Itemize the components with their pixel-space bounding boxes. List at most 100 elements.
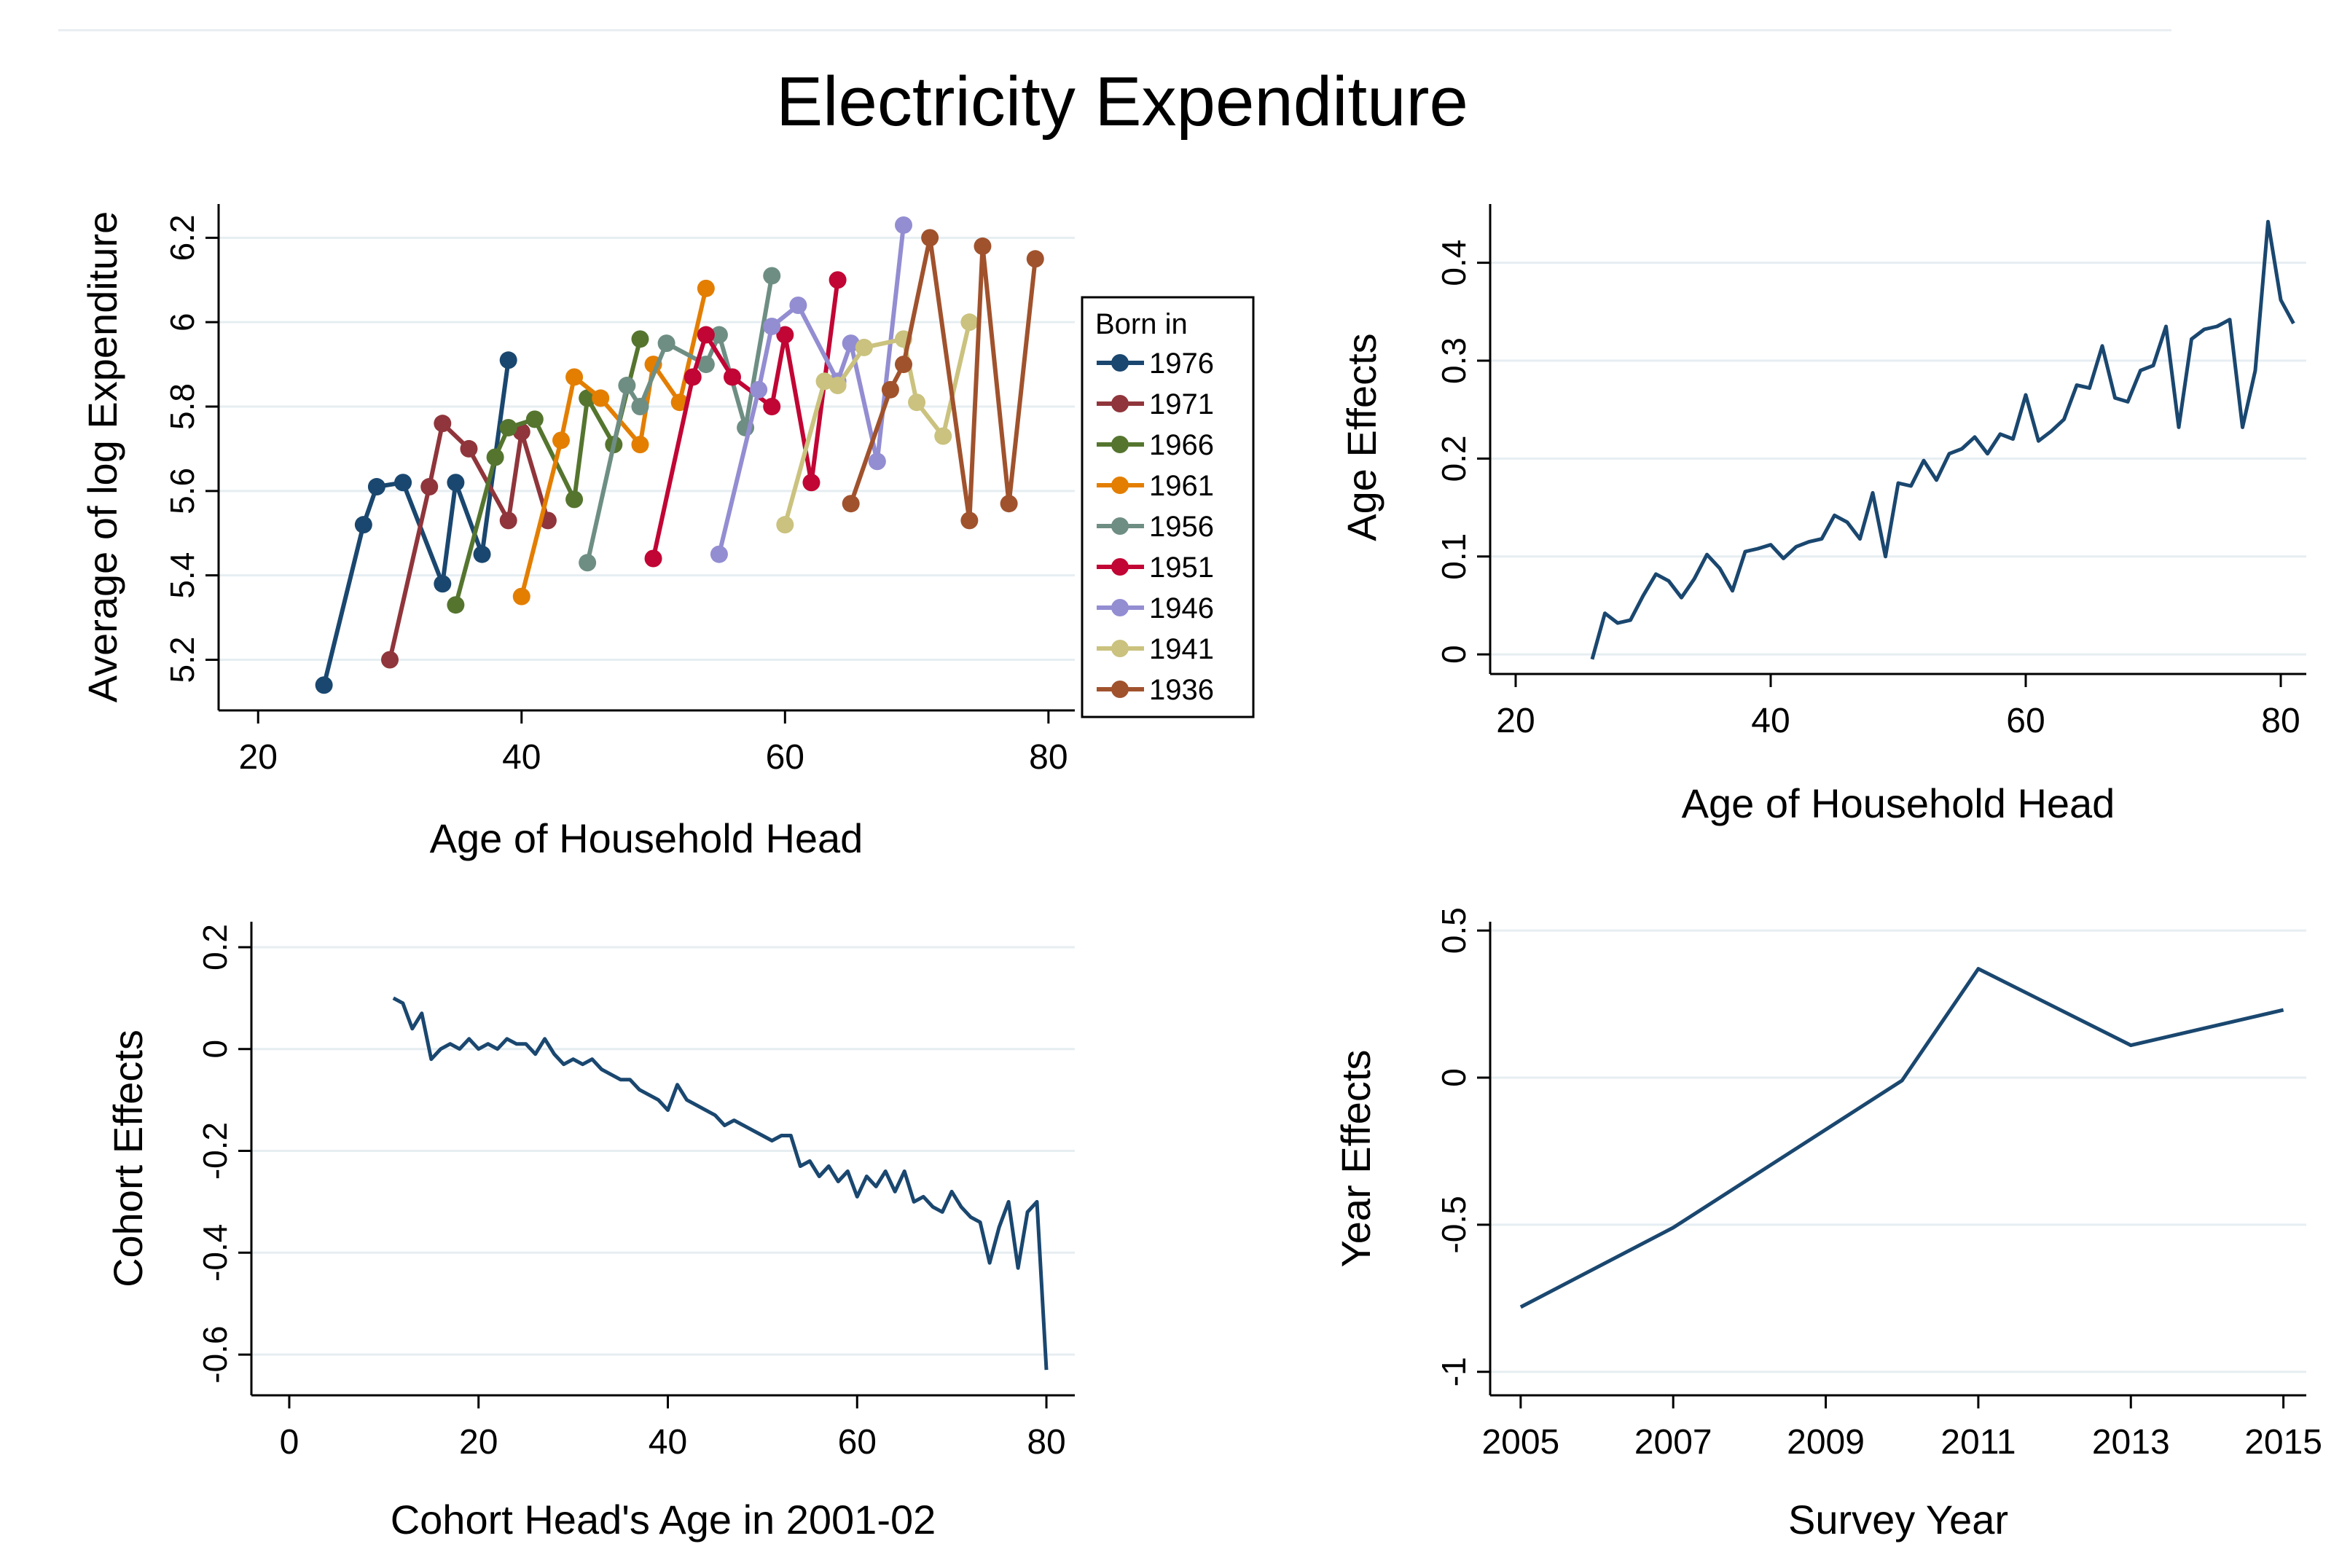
y-tick-label: 6 (163, 313, 201, 332)
data-point-1951 (697, 326, 715, 344)
data-point-1966 (631, 330, 649, 348)
legend-label: 1966 (1149, 429, 1214, 461)
data-point-1956 (710, 326, 728, 344)
y-tick-label: 5.8 (163, 383, 201, 430)
legend-label: 1956 (1149, 511, 1214, 543)
legend-marker (1111, 599, 1129, 616)
legend-marker (1111, 477, 1129, 494)
data-point-1956 (579, 554, 597, 572)
data-point-1956 (763, 267, 781, 285)
x-tick-label: 60 (766, 738, 804, 777)
legend-label: 1971 (1149, 388, 1214, 420)
data-point-1936 (881, 380, 899, 399)
legend-marker (1111, 681, 1129, 698)
data-point-1956 (631, 398, 649, 415)
data-point-1946 (763, 317, 781, 335)
legend-marker (1111, 558, 1129, 576)
x-axis-title: Age of Household Head (430, 815, 863, 861)
data-point-1961 (670, 393, 689, 412)
x-tick-label: 40 (502, 738, 541, 777)
data-point-1966 (525, 410, 544, 428)
data-point-1966 (486, 448, 504, 466)
data-point-1946 (895, 216, 912, 234)
data-point-1971 (420, 478, 439, 496)
y-tick-label: 5.4 (163, 552, 201, 599)
x-tick-label: 20 (239, 738, 278, 777)
data-point-1946 (750, 380, 768, 399)
data-point-1971 (460, 439, 478, 458)
data-point-1941 (934, 427, 952, 445)
data-point-1976 (315, 676, 333, 694)
legend-label: 1976 (1149, 348, 1214, 380)
data-point-1946 (842, 334, 860, 353)
data-point-1941 (776, 516, 794, 534)
data-point-1956 (618, 377, 636, 395)
y-tick-label: 6.2 (163, 214, 201, 261)
data-point-1941 (960, 313, 979, 332)
y-tick-label: 5.2 (163, 637, 201, 683)
data-point-1941 (815, 372, 834, 391)
data-point-1951 (763, 398, 781, 415)
legend-marker (1111, 354, 1129, 372)
data-point-1936 (895, 356, 912, 374)
figure-title: Electricity Expenditure (776, 63, 1468, 141)
data-point-1951 (644, 549, 662, 568)
data-point-1941 (829, 377, 847, 395)
legend-marker (1111, 436, 1129, 453)
data-point-1951 (829, 271, 847, 289)
series-line-1971 (388, 421, 550, 661)
data-point-1976 (394, 474, 412, 492)
data-point-1936 (921, 229, 939, 247)
legend-label: 1961 (1149, 470, 1214, 502)
data-point-1976 (367, 478, 385, 496)
plot-cohort-profiles: 5.2 5.4 5.6 5.8 6 6.2 20 40 60 80 Age of Household… (79, 204, 1255, 861)
data-point-1956 (657, 334, 675, 353)
data-point-1971 (499, 511, 517, 530)
y-axis-title: Average of log Expenditure (79, 211, 125, 703)
data-point-1961 (552, 431, 570, 450)
data-point-1976 (473, 545, 491, 563)
data-point-1941 (855, 338, 873, 356)
legend-label: 1941 (1149, 633, 1214, 665)
data-point-1936 (1000, 495, 1018, 513)
data-point-1936 (842, 495, 860, 513)
data-point-1956 (697, 356, 715, 374)
top-divider (58, 29, 2171, 31)
legend-label: 1946 (1149, 592, 1214, 624)
data-point-1976 (354, 516, 372, 534)
data-point-1946 (789, 297, 807, 314)
data-point-1951 (684, 368, 702, 386)
series-line-1976 (321, 359, 511, 686)
data-point-1966 (447, 596, 465, 614)
legend-label: 1951 (1149, 552, 1214, 584)
data-point-1976 (434, 575, 452, 593)
legend-marker (1111, 640, 1129, 657)
x-tick-label: 80 (1029, 738, 1068, 777)
data-point-1976 (447, 474, 465, 492)
data-point-1971 (381, 651, 399, 669)
legend-title: Born in (1095, 308, 1188, 340)
legend-marker (1111, 395, 1129, 412)
y-tick-label: 5.6 (163, 468, 201, 514)
data-point-1966 (499, 418, 517, 436)
data-point-1971 (434, 415, 452, 433)
data-point-1946 (868, 452, 886, 471)
legend-label: 1936 (1149, 674, 1214, 706)
data-point-1936 (960, 511, 979, 530)
data-point-1961 (565, 368, 584, 386)
data-point-1961 (697, 279, 715, 297)
data-point-1941 (908, 393, 926, 412)
data-point-1961 (512, 587, 530, 605)
data-point-1951 (776, 326, 794, 344)
series-line-1936 (848, 235, 1038, 523)
data-point-1936 (1026, 250, 1044, 268)
legend-marker (1111, 517, 1129, 535)
data-point-1946 (710, 545, 728, 563)
data-point-1951 (802, 474, 820, 492)
data-point-1961 (631, 436, 649, 454)
data-point-1936 (974, 237, 992, 255)
legend: Born in 1976 1971 1966 1961 1956 1951 1946 1941 1… (1081, 296, 1255, 718)
data-point-1966 (565, 490, 584, 509)
